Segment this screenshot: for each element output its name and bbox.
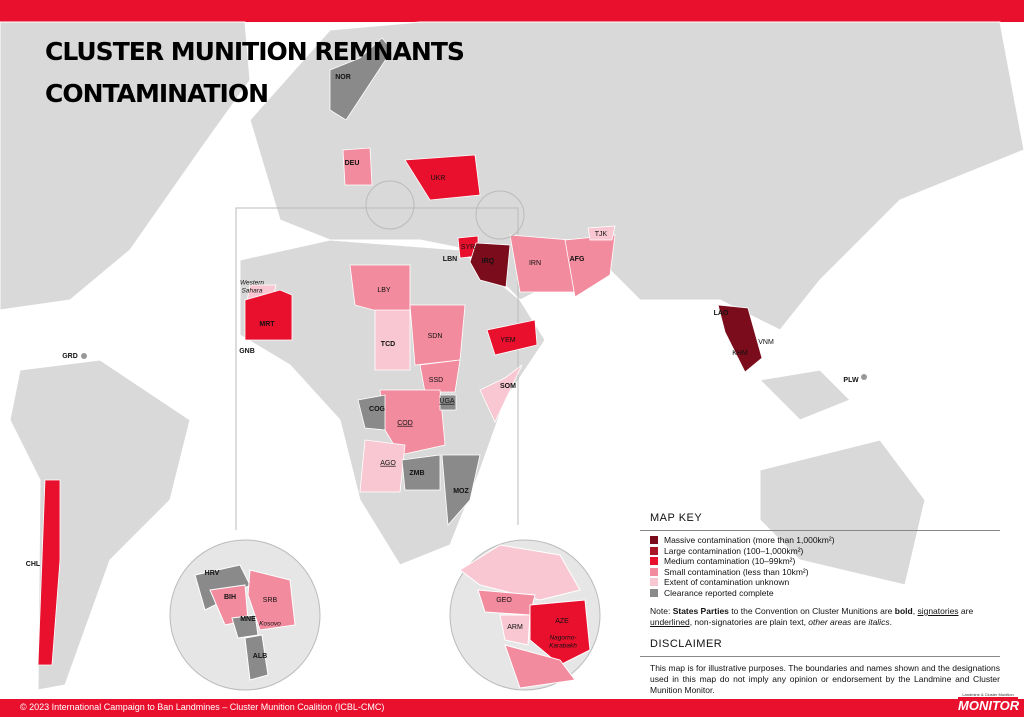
logo: Landmine & Cluster Munition MONITOR bbox=[958, 692, 1020, 717]
legend-text: Massive contamination (more than 1,000km… bbox=[664, 535, 835, 546]
label: DEU bbox=[345, 160, 360, 167]
label: SDN bbox=[428, 333, 443, 340]
label: LBY bbox=[377, 287, 391, 294]
note-part: States Parties bbox=[672, 606, 729, 616]
label: IRQ bbox=[482, 258, 495, 265]
note-part: bold bbox=[894, 606, 913, 616]
label: UKR bbox=[431, 175, 446, 182]
label: YEM bbox=[500, 337, 515, 344]
rule bbox=[640, 656, 1000, 657]
note-part: signatories bbox=[917, 606, 959, 616]
label: GNB bbox=[239, 348, 255, 355]
footer: © 2023 International Campaign to Ban Lan… bbox=[0, 699, 1024, 717]
legend-title: MAP KEY bbox=[650, 512, 703, 524]
label: MNE bbox=[240, 616, 256, 623]
footer-text: © 2023 International Campaign to Ban Lan… bbox=[20, 702, 385, 712]
note-part: , non-signatories are plain text, bbox=[689, 617, 809, 627]
disclaimer-text: This map is for illustrative purposes. T… bbox=[650, 663, 1000, 695]
label: SSD bbox=[429, 377, 443, 384]
disclaimer-title: DISCLAIMER bbox=[650, 638, 723, 650]
label: MOZ bbox=[453, 488, 469, 495]
other-area-label: Sahara bbox=[242, 288, 263, 295]
label: AGO bbox=[380, 460, 396, 467]
plw-marker bbox=[861, 374, 867, 380]
countries bbox=[37, 37, 763, 666]
legend-item: Clearance reported complete bbox=[650, 588, 1010, 599]
label: SOM bbox=[500, 383, 516, 390]
rule bbox=[640, 530, 1000, 531]
other-area-label: Nagorno- bbox=[549, 635, 577, 642]
note: Note: States Parties to the Convention o… bbox=[650, 606, 1010, 628]
label: GRD bbox=[62, 353, 78, 360]
legend-item: Medium contamination (10–99km²) bbox=[650, 556, 1010, 567]
note-part: other areas bbox=[808, 617, 852, 627]
label: CHL bbox=[26, 561, 41, 568]
legend-item: Extent of contamination unknown bbox=[650, 577, 1010, 588]
zoom-balkans bbox=[169, 539, 321, 691]
note-part: Note: bbox=[650, 606, 673, 616]
label: BIH bbox=[224, 594, 236, 601]
other-area-label: Kosovo bbox=[259, 621, 281, 628]
label: TJK bbox=[595, 231, 608, 238]
label: TCD bbox=[381, 341, 395, 348]
legend-text: Medium contamination (10–99km²) bbox=[664, 556, 796, 567]
title-line: CONTAMINATION bbox=[45, 79, 268, 108]
logo-big: MONITOR bbox=[958, 698, 1020, 713]
label: AZE bbox=[555, 618, 569, 625]
note-part: . bbox=[889, 617, 892, 627]
label: IRN bbox=[529, 260, 541, 267]
inset-frame bbox=[235, 207, 519, 530]
zoom-caucasus bbox=[449, 539, 601, 691]
other-area-label: Western bbox=[240, 280, 264, 287]
zoom-circles bbox=[365, 180, 525, 240]
legend-text: Extent of contamination unknown bbox=[664, 577, 790, 588]
note-part: , bbox=[912, 606, 918, 616]
note-part: are bbox=[958, 606, 974, 616]
legend-item: Small contamination (less than 10km²) bbox=[650, 567, 1010, 578]
title-line: CLUSTER MUNITION REMNANTS bbox=[45, 37, 464, 66]
legend-text: Clearance reported complete bbox=[664, 587, 774, 598]
label: COG bbox=[369, 406, 386, 413]
label: NOR bbox=[335, 74, 351, 81]
label: KHM bbox=[732, 350, 748, 357]
label: HRV bbox=[205, 570, 220, 577]
other-area-label: Karabakh bbox=[549, 643, 577, 650]
label: ZMB bbox=[409, 470, 424, 477]
legend-text: Large contamination (100–1,000km²) bbox=[664, 545, 804, 556]
label: SRB bbox=[263, 597, 278, 604]
top-bar bbox=[0, 0, 1024, 22]
note-part: underlined bbox=[650, 617, 690, 627]
grd-marker bbox=[81, 353, 87, 359]
note-part: are bbox=[851, 617, 869, 627]
label: AFG bbox=[570, 256, 585, 263]
label: VNM bbox=[758, 339, 774, 346]
legend-item: Massive contamination (more than 1,000km… bbox=[650, 535, 1010, 546]
label: PLW bbox=[843, 377, 859, 384]
note-part: italics bbox=[868, 617, 890, 627]
logo-small: Landmine & Cluster Munition bbox=[958, 692, 1018, 697]
legend-item: Large contamination (100–1,000km²) bbox=[650, 546, 1010, 557]
label: UGA bbox=[439, 398, 455, 405]
legend: MAP KEY Massive contamination (more than… bbox=[640, 512, 1010, 696]
country-labels: NOR DEU UKR SYR LBN IRQ IRN AFG TJK LBY … bbox=[26, 74, 859, 660]
label: COD bbox=[397, 420, 413, 427]
note-part: to the Convention on Cluster Munitions a… bbox=[728, 606, 895, 616]
label: ARM bbox=[507, 624, 523, 631]
label: GEO bbox=[496, 597, 512, 604]
label: SYR bbox=[461, 244, 475, 251]
label: LAO bbox=[714, 310, 729, 317]
label: ALB bbox=[253, 653, 267, 660]
label: MRT bbox=[259, 321, 275, 328]
legend-text: Small contamination (less than 10km²) bbox=[664, 566, 809, 577]
label: LBN bbox=[443, 256, 457, 263]
